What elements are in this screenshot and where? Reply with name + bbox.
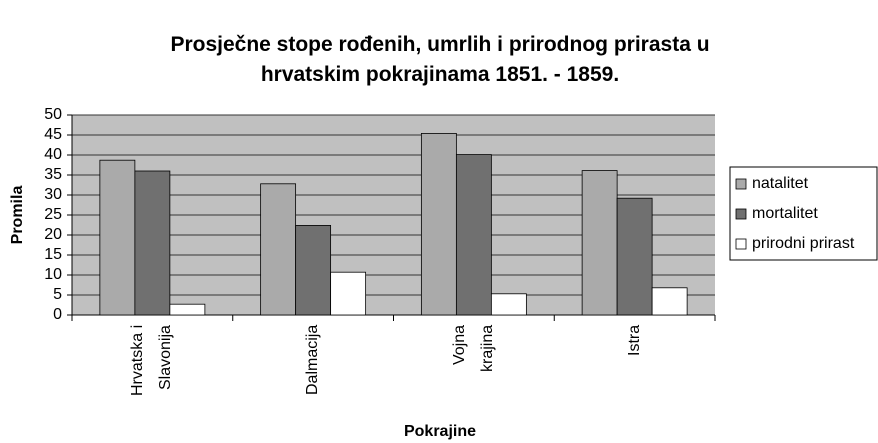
- bar: [581, 170, 618, 316]
- x-tick-label: Hrvatska i Slavonija: [129, 325, 175, 397]
- legend-label: natalitet: [752, 175, 809, 192]
- legend-label: prirodni prirast: [752, 235, 855, 252]
- bar: [330, 271, 367, 316]
- bar: [420, 132, 457, 316]
- bar: [651, 287, 688, 316]
- legend-swatch: [735, 208, 747, 220]
- y-tick-label: 15: [44, 246, 62, 263]
- chart-title: Prosječne stope rođenih, umrlih i prirod…: [170, 33, 710, 86]
- y-tick-label: 20: [44, 226, 62, 243]
- x-tick-label: Istra: [625, 325, 643, 357]
- x-tick-label: Dalmacija: [304, 325, 322, 396]
- legend-swatch: [735, 238, 747, 250]
- legend: [729, 166, 878, 261]
- legend-swatch: [735, 178, 747, 190]
- x-tick-label: Vojna krajina: [450, 325, 496, 373]
- y-tick-label: 30: [44, 186, 62, 203]
- y-tick-label: 10: [44, 266, 62, 283]
- y-tick-label: 45: [44, 126, 62, 143]
- x-axis-label: Pokrajine: [404, 423, 476, 440]
- bar: [99, 159, 136, 316]
- bar: [295, 224, 332, 316]
- y-tick-label: 5: [53, 286, 62, 303]
- y-axis-label: Promila: [9, 186, 26, 245]
- y-tick-label: 35: [44, 166, 62, 183]
- y-tick-label: 25: [44, 206, 62, 223]
- bar: [260, 183, 297, 316]
- bar: [134, 170, 171, 316]
- bar: [169, 303, 206, 316]
- y-tick-label: 50: [44, 106, 62, 123]
- bar: [455, 154, 492, 316]
- bar: [490, 293, 527, 316]
- y-tick-label: 40: [44, 146, 62, 163]
- legend-label: mortalitet: [752, 205, 818, 222]
- bar: [616, 197, 653, 316]
- y-tick-label: 0: [53, 306, 62, 323]
